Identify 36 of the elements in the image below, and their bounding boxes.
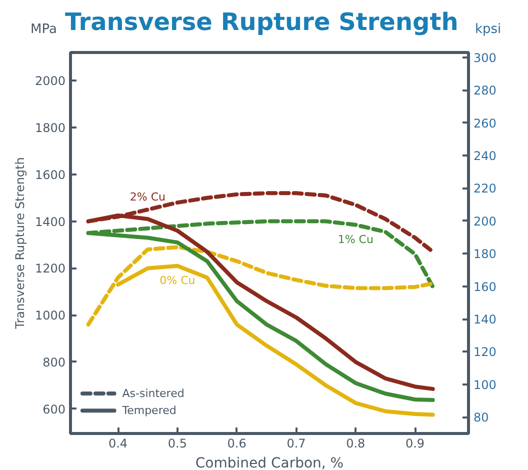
y2-tick-label: 260: [474, 116, 496, 130]
y-tick-label: 1600: [34, 168, 66, 182]
y-tick-label: 2000: [34, 74, 66, 88]
y2-tick-label: 100: [474, 378, 496, 392]
x-axis-title: Combined Carbon, %: [195, 456, 344, 470]
y2-tick-label: 300: [474, 50, 496, 65]
y-tick-label: 1400: [34, 214, 66, 229]
annotation: Tempered: [121, 404, 176, 418]
y2-tick-label: 80: [474, 410, 489, 425]
y-axis-title: Transverse Rupture Strength: [12, 157, 27, 330]
y2-tick-label: 240: [474, 149, 496, 164]
x-tick-label: 0.8: [346, 436, 366, 450]
y2-tick-label: 280: [474, 84, 496, 98]
y-tick-label: 1000: [34, 308, 66, 323]
x-tick-label: 0.4: [108, 436, 128, 450]
y2-tick-label: 200: [474, 214, 496, 228]
y-tick-label: 1800: [34, 121, 66, 136]
y-tick-label: 800: [42, 355, 66, 370]
annotation: 0% Cu: [160, 274, 196, 287]
y2-axis-title: kpsi: [475, 20, 502, 39]
x-tick-label: 0.7: [286, 436, 306, 450]
x-tick-label: 0.5: [168, 436, 187, 450]
y2-tick-label: 120: [474, 345, 496, 360]
text: MPa: [30, 20, 58, 39]
y2-tick-label: 180: [474, 247, 496, 262]
y-tick-label: 1200: [34, 262, 66, 276]
annotation: 1% Cu: [338, 232, 374, 246]
annotation: As-sintered: [122, 386, 184, 400]
x-tick-label: 0.6: [227, 436, 246, 450]
chart-title: Transverse Rupture Strength: [65, 7, 460, 38]
y2-tick-label: 140: [474, 312, 496, 327]
y2-tick-label: 220: [474, 182, 496, 196]
y2-tick-label: 160: [474, 280, 496, 294]
annotation: 2% Cu: [130, 190, 166, 204]
y-tick-label: 600: [42, 402, 66, 416]
x-tick-label: 0.9: [405, 436, 425, 450]
